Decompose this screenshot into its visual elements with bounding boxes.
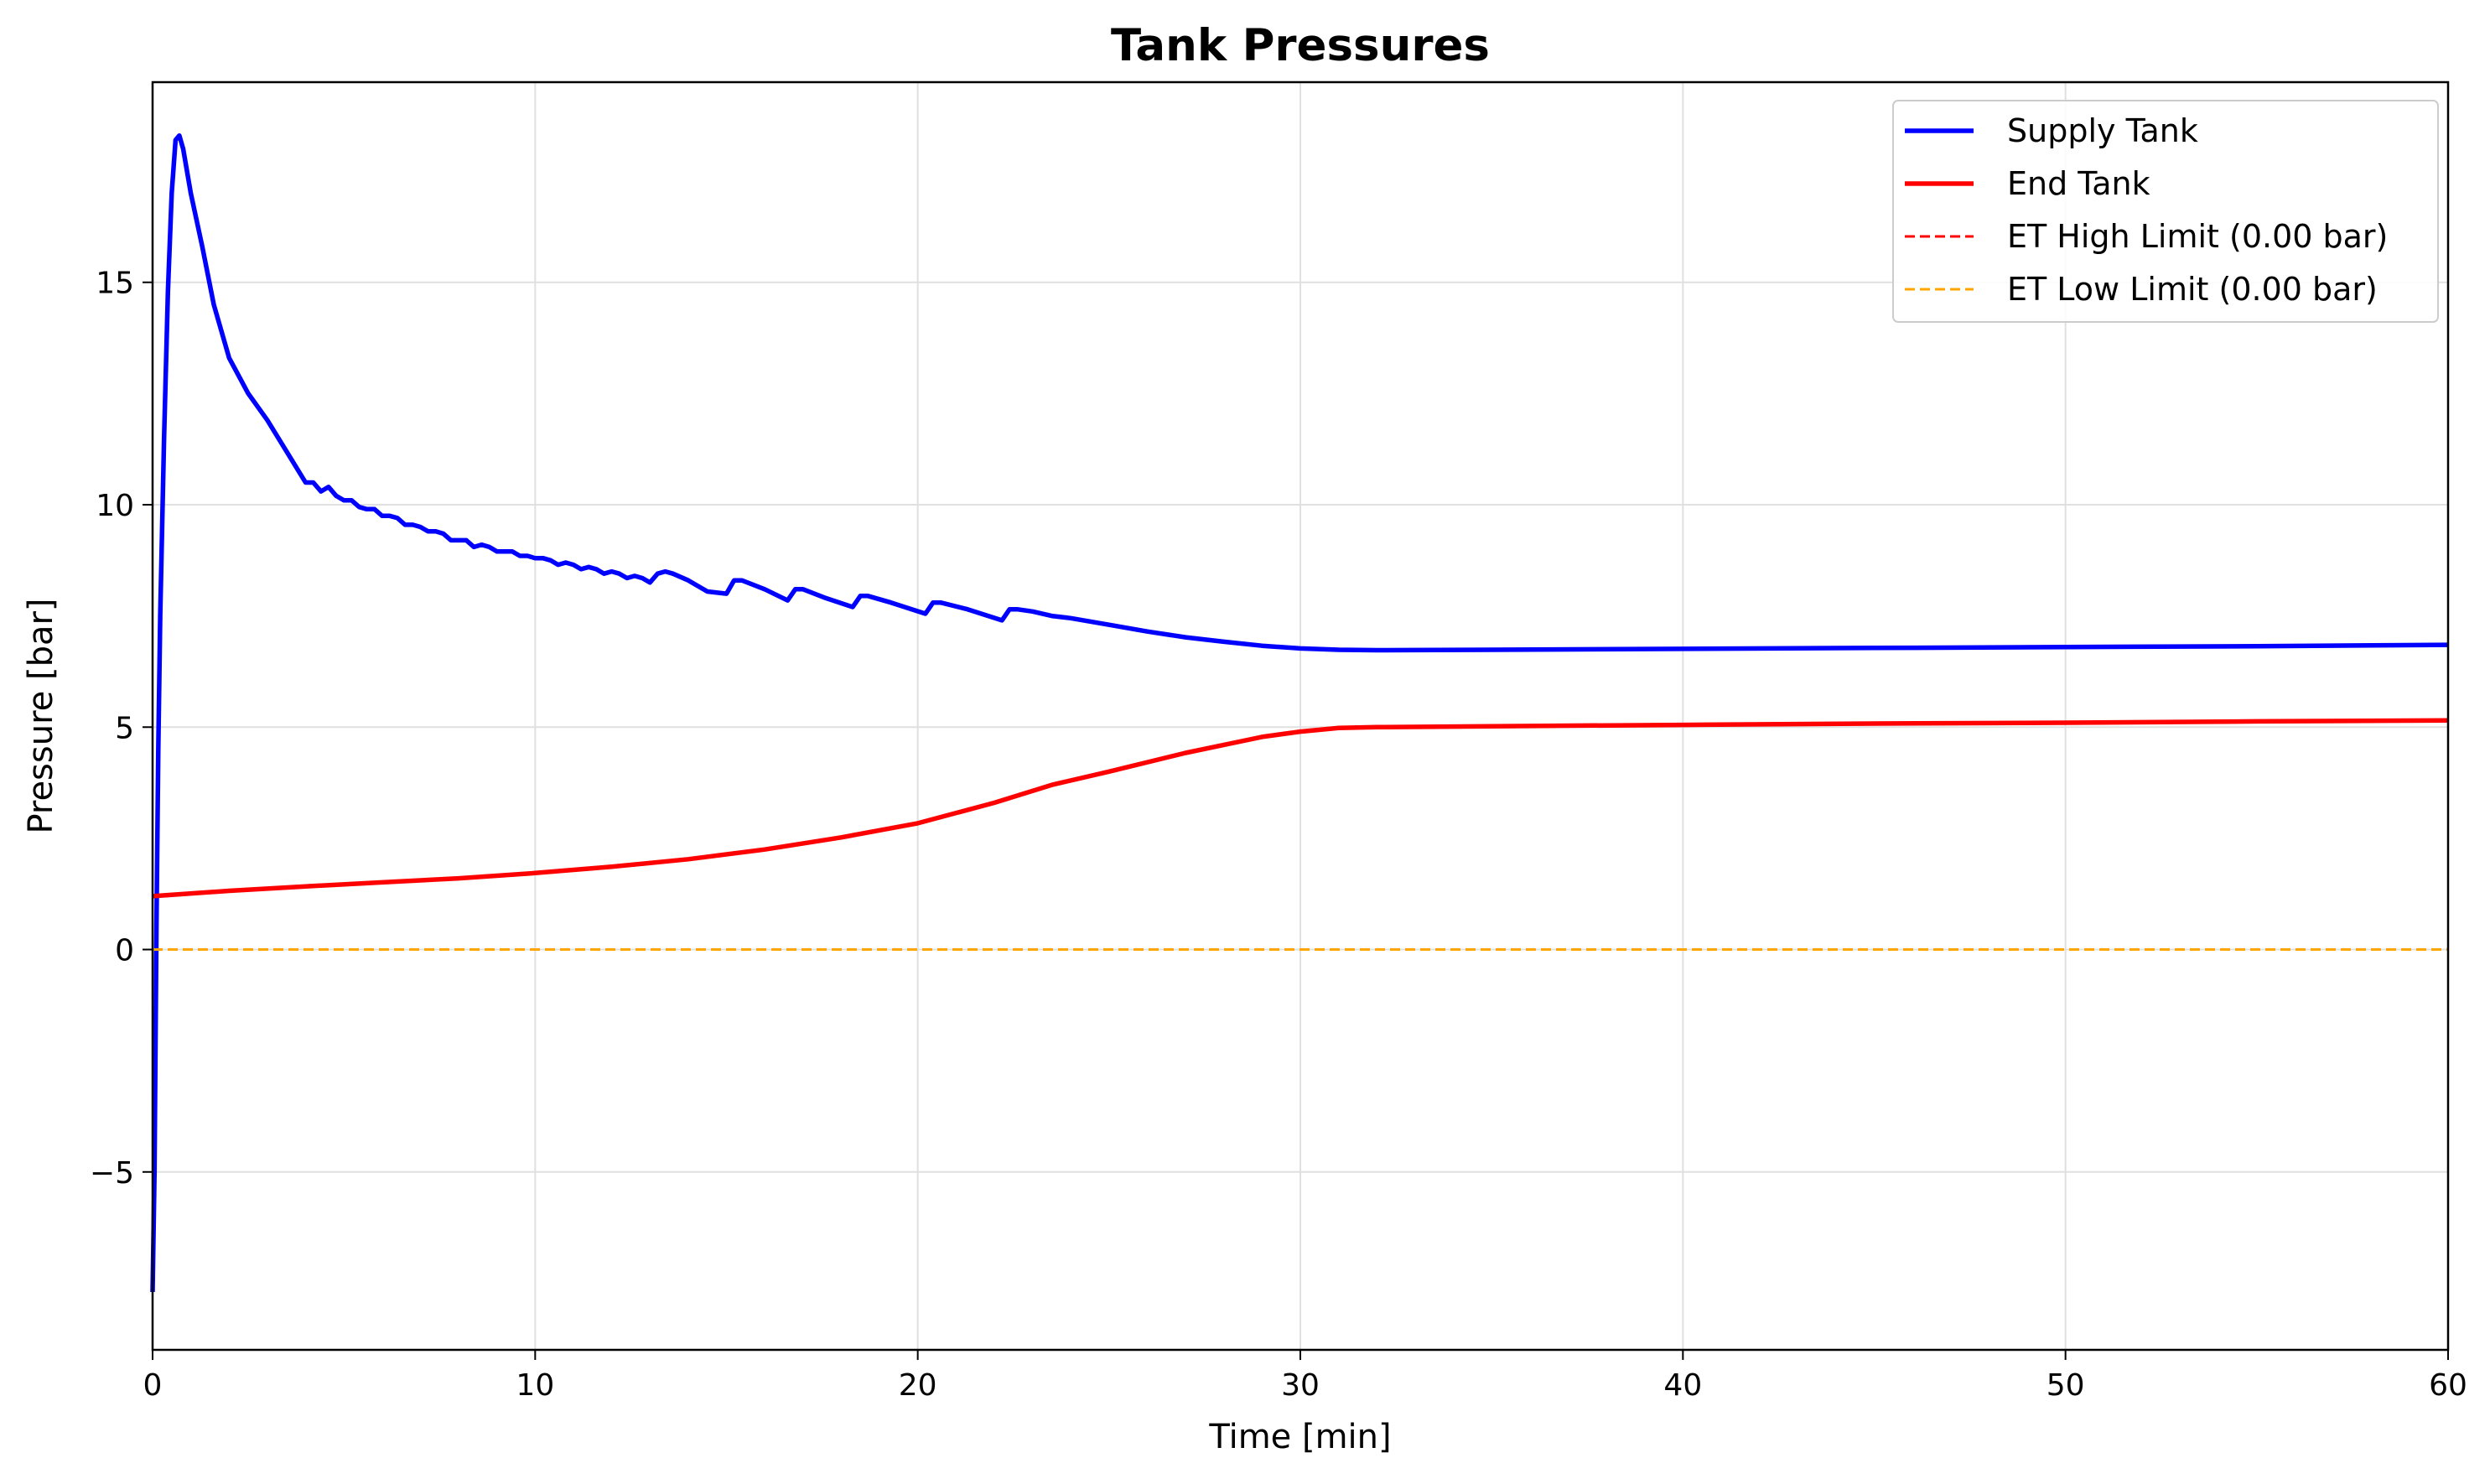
x-tick-label: 20 <box>899 1368 937 1403</box>
legend-label: ET High Limit (0.00 bar) <box>2007 218 2388 255</box>
legend-box <box>1892 100 2439 323</box>
legend-label: End Tank <box>2007 165 2150 202</box>
y-tick-label: −5 <box>90 1156 134 1191</box>
series-layer <box>150 132 2449 1293</box>
y-axis-label: Pressure [bar] <box>22 598 60 833</box>
x-tick-label: 50 <box>2046 1368 2085 1403</box>
x-axis-label: Time [min] <box>1208 1418 1391 1456</box>
legend: Supply Tank End Tank ET High Limit (0.00 b… <box>1892 100 2439 323</box>
y-tick-label: 10 <box>96 489 134 523</box>
x-tick-label: 30 <box>1281 1368 1320 1403</box>
x-tick-label: 10 <box>516 1368 554 1403</box>
ticks: 0 10 20 30 40 50 60 −5 0 5 10 15 <box>90 267 2467 1403</box>
legend-label: ET Low Limit (0.00 bar) <box>2007 271 2378 308</box>
y-tick-label: 15 <box>96 267 134 301</box>
x-tick-label: 0 <box>143 1368 163 1403</box>
x-tick-label: 40 <box>1663 1368 1702 1403</box>
chart-title: Tank Pressures <box>1111 20 1490 71</box>
series-line-1 <box>152 718 2449 899</box>
y-tick-label: 5 <box>115 711 134 745</box>
legend-label: Supply Tank <box>2007 112 2198 149</box>
y-tick-label: 0 <box>115 934 134 968</box>
x-tick-label: 60 <box>2429 1368 2467 1403</box>
series-line-0 <box>150 132 2449 1293</box>
